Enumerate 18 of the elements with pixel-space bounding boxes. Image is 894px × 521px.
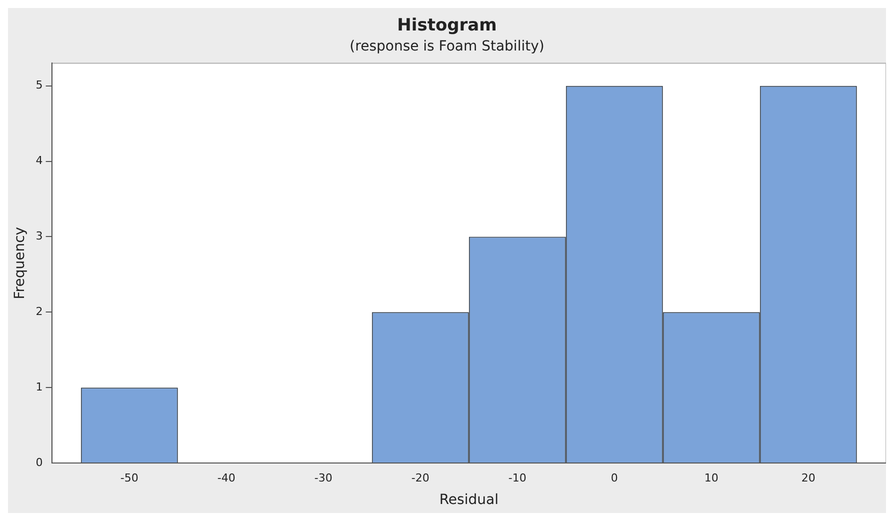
y-tick-label: 4 xyxy=(36,154,43,168)
x-tick-label: 10 xyxy=(704,471,718,484)
chart-subtitle: (response is Foam Stability) xyxy=(350,38,544,54)
chart-title: Histogram xyxy=(397,16,497,36)
y-tick-label: 3 xyxy=(36,230,43,243)
x-tick-label: -10 xyxy=(508,471,526,484)
x-tick-label: 0 xyxy=(610,471,618,484)
x-tick-label: -30 xyxy=(314,471,332,484)
y-tick-label: 0 xyxy=(36,456,43,469)
x-tick-label: -40 xyxy=(217,471,236,484)
y-tick-label: 5 xyxy=(36,78,43,92)
y-tick-label: 1 xyxy=(36,380,43,394)
x-tick-label: -20 xyxy=(411,471,430,484)
y-tick-label: 2 xyxy=(36,304,43,318)
x-tick-label: -50 xyxy=(120,471,138,484)
x-tick-label: 20 xyxy=(801,471,816,484)
x-axis-title: Residual xyxy=(439,492,498,508)
y-axis-title: Frequency xyxy=(12,226,28,300)
